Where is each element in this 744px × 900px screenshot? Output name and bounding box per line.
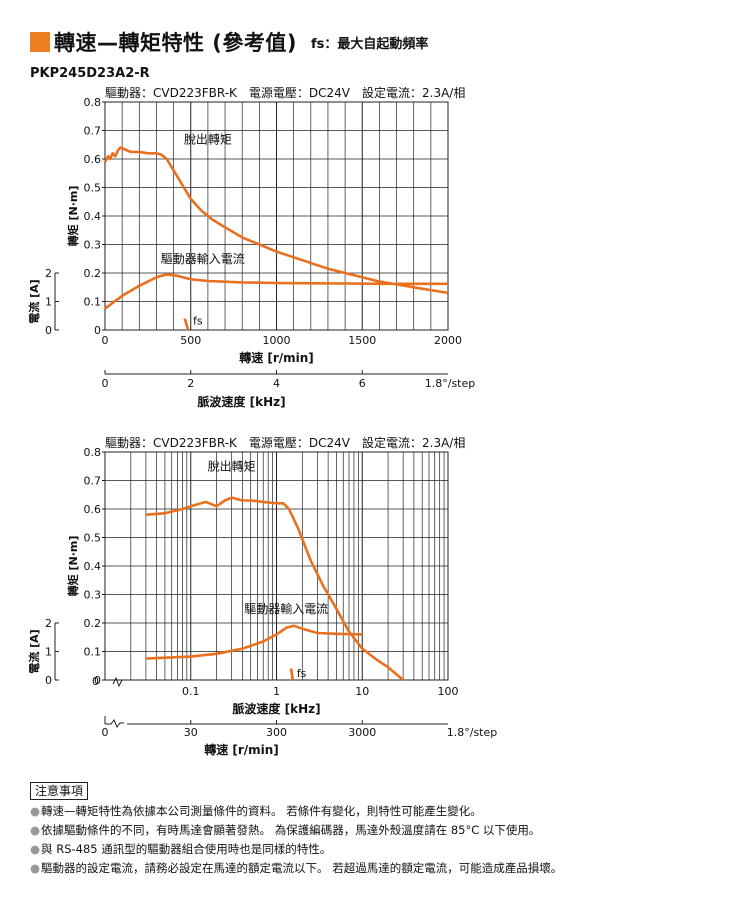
secondary-tick-label: 300	[266, 726, 287, 739]
torque-tick-label: 0.1	[84, 646, 102, 659]
torque-tick-label: 0.3	[84, 239, 102, 252]
note-item: ●驅動器的設定電流，請務必設定在馬達的額定電流以下。 若超過馬達的額定電流，可能…	[30, 861, 563, 875]
log-pulse-torque-chart: 驅動器：CVD223FBR-K 電源電壓：DC24V 設定電流：2.3A/相 0 0…	[27, 435, 498, 757]
input-current-label: 驅動器輸入電流	[244, 601, 328, 616]
secondary-tick-label: 4	[273, 377, 280, 390]
fs-label: fs	[193, 314, 203, 327]
x-tick-label: 0	[102, 334, 109, 347]
x-tick-label: 1500	[348, 334, 376, 347]
current-tick-label: 1	[45, 646, 52, 659]
orange-square-icon	[30, 32, 50, 52]
torque-tick-label: 0.3	[84, 589, 102, 602]
torque-tick-label: 0.7	[84, 475, 102, 488]
chart-caption: 驅動器：CVD223FBR-K 電源電壓：DC24V 設定電流：2.3A/相	[105, 435, 465, 450]
fs-marker	[289, 668, 295, 681]
torque-tick-label: 0.4	[84, 210, 102, 223]
torque-tick-label: 0.5	[84, 182, 102, 195]
axis-break-icon	[112, 676, 123, 688]
input-current-label: 驅動器輸入電流	[161, 251, 245, 266]
torque-axis-label: 轉矩 [N·m]	[66, 186, 80, 247]
note-item: ●轉速—轉矩特性為依據本公司測量條件的資料。 若條件有變化，則特性可能產生變化。	[30, 804, 482, 818]
torque-tick-label: 0.2	[84, 617, 102, 630]
current-axis-label: 電流 [A]	[27, 629, 41, 673]
note-item: ●與 RS-485 通訊型的驅動器組合使用時也是同樣的特性。	[30, 842, 332, 856]
secondary-tick-label: 30	[184, 726, 198, 739]
torque-tick-label: 0	[94, 324, 101, 337]
x-tick-label: 500	[180, 334, 201, 347]
linear-speed-torque-chart: 驅動器：CVD223FBR-K 電源電壓：DC24V 設定電流：2.3A/相00…	[27, 85, 476, 409]
torque-tick-label: 0	[94, 674, 101, 687]
torque-tick-label: 0.6	[84, 153, 102, 166]
page-subtitle: fs：最大自起動頻率	[311, 36, 429, 52]
input-current-curve	[104, 273, 448, 310]
torque-tick-label: 0.5	[84, 532, 102, 545]
fs-marker	[183, 318, 190, 331]
x-tick-label: 100	[438, 685, 459, 698]
model-number: PKP245D23A2-R	[30, 66, 150, 81]
current-tick-label: 2	[45, 267, 52, 280]
torque-tick-label: 0.2	[84, 267, 102, 280]
x-tick-label: 10	[355, 685, 369, 698]
current-tick-label: 1	[45, 296, 52, 309]
secondary-tick-label: 6	[359, 377, 366, 390]
x-tick-label: 1	[273, 685, 280, 698]
fs-label: fs	[297, 667, 307, 680]
secondary-tick-label: 2	[187, 377, 194, 390]
secondary-axis-label: 轉速 [r/min]	[204, 742, 279, 757]
current-axis-label: 電流 [A]	[27, 279, 41, 323]
secondary-tick-label: 0	[102, 726, 109, 739]
pullout-torque-label: 脫出轉矩	[208, 459, 256, 474]
secondary-axis-break-icon	[105, 719, 124, 728]
step-label: 1.8°/step	[425, 377, 476, 390]
x-origin-label: 0	[92, 675, 99, 688]
x-axis-label: 脈波速度 [kHz]	[232, 701, 320, 716]
torque-tick-label: 0.1	[84, 296, 102, 309]
current-tick-label: 0	[45, 674, 52, 687]
page-title: 轉速—轉矩特性 (參考值)	[54, 31, 298, 55]
x-tick-label: 1000	[263, 334, 291, 347]
torque-axis-label: 轉矩 [N·m]	[66, 536, 80, 597]
current-tick-label: 2	[45, 617, 52, 630]
pullout-torque-curve	[145, 496, 405, 681]
chart-caption: 驅動器：CVD223FBR-K 電源電壓：DC24V 設定電流：2.3A/相	[105, 85, 465, 100]
input-current-curve	[145, 624, 363, 660]
pullout-torque-curve	[103, 146, 449, 295]
torque-tick-label: 0.6	[84, 503, 102, 516]
torque-tick-label: 0.8	[84, 96, 102, 109]
secondary-axis-label: 脈波速度 [kHz]	[197, 394, 285, 409]
torque-tick-label: 0.7	[84, 125, 102, 138]
x-axis-label: 轉速 [r/min]	[239, 350, 314, 365]
note-item: ●依據驅動條件的不同，有時馬達會顯著發熱。 為保護編碼器，馬達外殼溫度請在 85…	[30, 823, 541, 837]
pullout-torque-label: 脫出轉矩	[184, 131, 232, 146]
torque-tick-label: 0.4	[84, 560, 102, 573]
secondary-tick-label: 0	[102, 377, 109, 390]
current-tick-label: 0	[45, 324, 52, 337]
x-tick-label: 2000	[434, 334, 462, 347]
secondary-tick-label: 3000	[348, 726, 376, 739]
torque-tick-label: 0.8	[84, 446, 102, 459]
step-label: 1.8°/step	[447, 726, 498, 739]
page-header: 轉速—轉矩特性 (參考值) fs：最大自起動頻率	[30, 28, 428, 56]
notes-section: 注意事項 ●轉速—轉矩特性為依據本公司測量條件的資料。 若條件有變化，則特性可能…	[30, 782, 562, 878]
x-tick-label: 0.1	[182, 685, 200, 698]
notes-heading: 注意事項	[30, 782, 89, 800]
